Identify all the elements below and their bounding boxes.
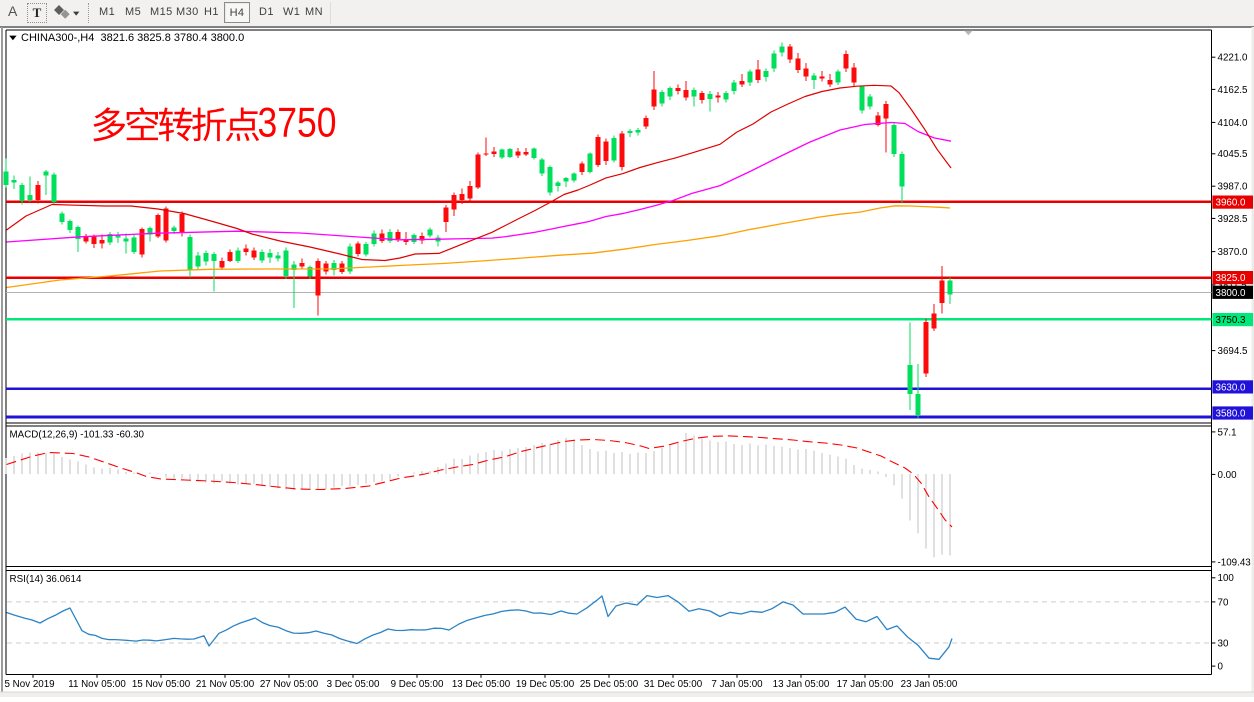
svg-text:17 Jan 05:00: 17 Jan 05:00 [837,679,894,690]
svg-text:3750: 3750 [258,98,337,145]
svg-text:MACD(12,26,9) -101.33 -60.30: MACD(12,26,9) -101.33 -60.30 [10,430,145,441]
svg-text:3580.0: 3580.0 [1216,409,1247,420]
svg-text:13 Dec 05:00: 13 Dec 05:00 [452,679,511,690]
svg-text:0.00: 0.00 [1218,470,1238,481]
svg-text:21 Nov 05:00: 21 Nov 05:00 [196,679,255,690]
svg-text:-109.43: -109.43 [1218,557,1252,568]
svg-text:CHINA300-,H4 3821.6 3825.8 37: CHINA300-,H4 3821.6 3825.8 3780.4 3800.0 [21,32,244,44]
svg-text:0: 0 [1218,662,1224,673]
svg-text:4045.5: 4045.5 [1218,149,1249,160]
svg-text:23 Jan 05:00: 23 Jan 05:00 [901,679,958,690]
svg-text:4221.0: 4221.0 [1218,53,1249,64]
svg-text:100: 100 [1218,573,1235,584]
svg-text:13 Jan 05:00: 13 Jan 05:00 [773,679,830,690]
svg-text:4104.0: 4104.0 [1218,118,1249,129]
svg-text:27 Nov 05:00: 27 Nov 05:00 [260,679,319,690]
svg-text:3825.0: 3825.0 [1216,273,1247,284]
svg-text:3 Dec 05:00: 3 Dec 05:00 [327,679,380,690]
svg-text:9 Dec 05:00: 9 Dec 05:00 [391,679,444,690]
svg-text:3630.0: 3630.0 [1216,383,1247,394]
svg-text:11 Nov 05:00: 11 Nov 05:00 [68,679,126,690]
svg-text:25 Dec 05:00: 25 Dec 05:00 [580,679,639,690]
svg-text:19 Dec 05:00: 19 Dec 05:00 [516,679,575,690]
svg-text:3800.0: 3800.0 [1216,288,1247,299]
svg-text:30: 30 [1218,638,1229,649]
svg-text:7 Jan 05:00: 7 Jan 05:00 [711,679,763,690]
svg-text:3928.5: 3928.5 [1218,214,1249,225]
svg-text:70: 70 [1218,597,1229,608]
svg-text:31 Dec 05:00: 31 Dec 05:00 [644,679,703,690]
svg-text:3750.3: 3750.3 [1216,315,1247,326]
svg-text:3870.0: 3870.0 [1218,247,1249,258]
svg-text:3960.0: 3960.0 [1216,198,1247,209]
svg-text:3987.0: 3987.0 [1218,182,1249,193]
svg-text:4162.5: 4162.5 [1218,85,1249,96]
svg-text:57.1: 57.1 [1218,427,1237,438]
svg-text:RSI(14) 36.0614: RSI(14) 36.0614 [10,574,82,585]
svg-text:5 Nov 2019: 5 Nov 2019 [5,679,55,690]
svg-text:3694.5: 3694.5 [1218,346,1249,357]
svg-text:15 Nov 05:00: 15 Nov 05:00 [132,679,191,690]
